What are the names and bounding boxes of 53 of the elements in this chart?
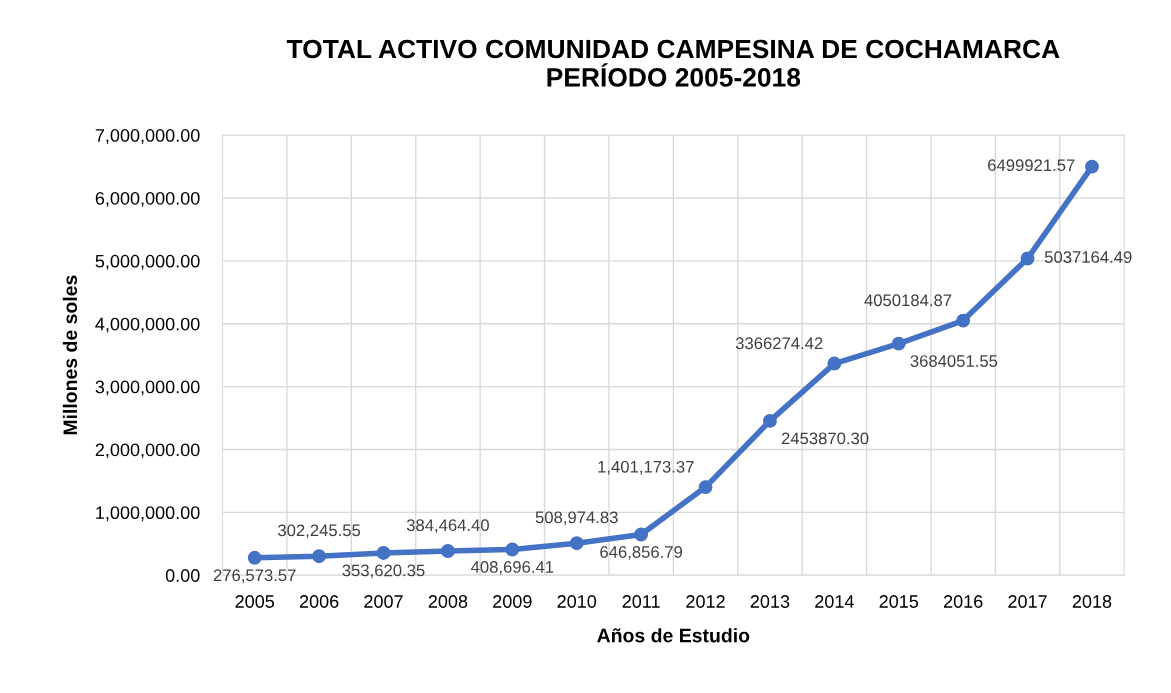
point <box>762 413 777 428</box>
x-tick-label: 2011 <box>622 595 660 608</box>
x-tick-label: 2007 <box>364 595 403 608</box>
point <box>956 313 971 328</box>
data-label: 508,974.83 <box>535 511 618 526</box>
data-label: 408,696.41 <box>470 561 554 575</box>
x-tick-label: 2006 <box>299 595 339 608</box>
y-tick-label: 4,000,000.00 <box>95 317 200 333</box>
data-label: 276,573.57 <box>213 569 296 584</box>
x-tick-label: 2013 <box>750 595 790 608</box>
x-tick-label: 2016 <box>943 595 983 608</box>
point <box>634 527 649 542</box>
data-label: 353,620.35 <box>342 564 425 579</box>
y-axis-title: Millones de soles <box>62 275 78 435</box>
x-tick-label: 2017 <box>1008 595 1047 608</box>
point <box>1020 251 1035 266</box>
y-tick-label: 7,000,000.00 <box>95 129 200 144</box>
x-tick-label: 2012 <box>686 595 725 608</box>
data-label: 384,464.40 <box>406 519 489 534</box>
y-tick-label: 6,000,000.00 <box>95 191 200 207</box>
y-tick-label: 3,000,000.00 <box>95 380 200 396</box>
x-tick-label: 2008 <box>428 595 468 608</box>
data-label: 4050184.87 <box>864 294 952 307</box>
data-label: 302,245.55 <box>278 524 361 539</box>
x-tick-label: 2009 <box>493 595 532 608</box>
data-label: 3366274.42 <box>735 337 823 350</box>
point <box>891 336 906 351</box>
y-tick-label: 0.00 <box>165 569 200 582</box>
x-axis-title: Años de Estudio <box>597 628 750 643</box>
point <box>376 546 391 560</box>
data-label: 2453870.30 <box>781 432 869 445</box>
y-tick-label: 5,000,000.00 <box>95 254 200 270</box>
data-label: 646,856.79 <box>600 546 683 560</box>
x-tick-label: 2010 <box>557 595 597 608</box>
point <box>312 549 327 564</box>
point <box>569 536 584 551</box>
x-tick-label: 2018 <box>1072 595 1112 608</box>
point <box>505 542 520 557</box>
point <box>247 550 262 565</box>
data-label: 5037164.49 <box>1044 251 1132 263</box>
point <box>698 480 713 495</box>
y-tick-label: 2,000,000.00 <box>95 443 200 459</box>
point <box>827 356 842 371</box>
x-tick-label: 2005 <box>235 595 275 608</box>
x-tick-label: 2015 <box>879 595 919 608</box>
data-label: 3684051.55 <box>910 355 998 367</box>
data-label: 6499921.57 <box>988 159 1075 172</box>
point <box>1085 159 1099 174</box>
point <box>440 544 455 558</box>
y-tick-label: 1,000,000.00 <box>96 506 200 522</box>
x-tick-label: 2014 <box>815 595 854 608</box>
data-label: 1,401,173.37 <box>598 460 694 475</box>
chart-title: TOTAL ACTIVO COMUNIDAD CAMPESINA DE COCHAMARCA PERÍODO 2005-2018 <box>286 39 1060 87</box>
